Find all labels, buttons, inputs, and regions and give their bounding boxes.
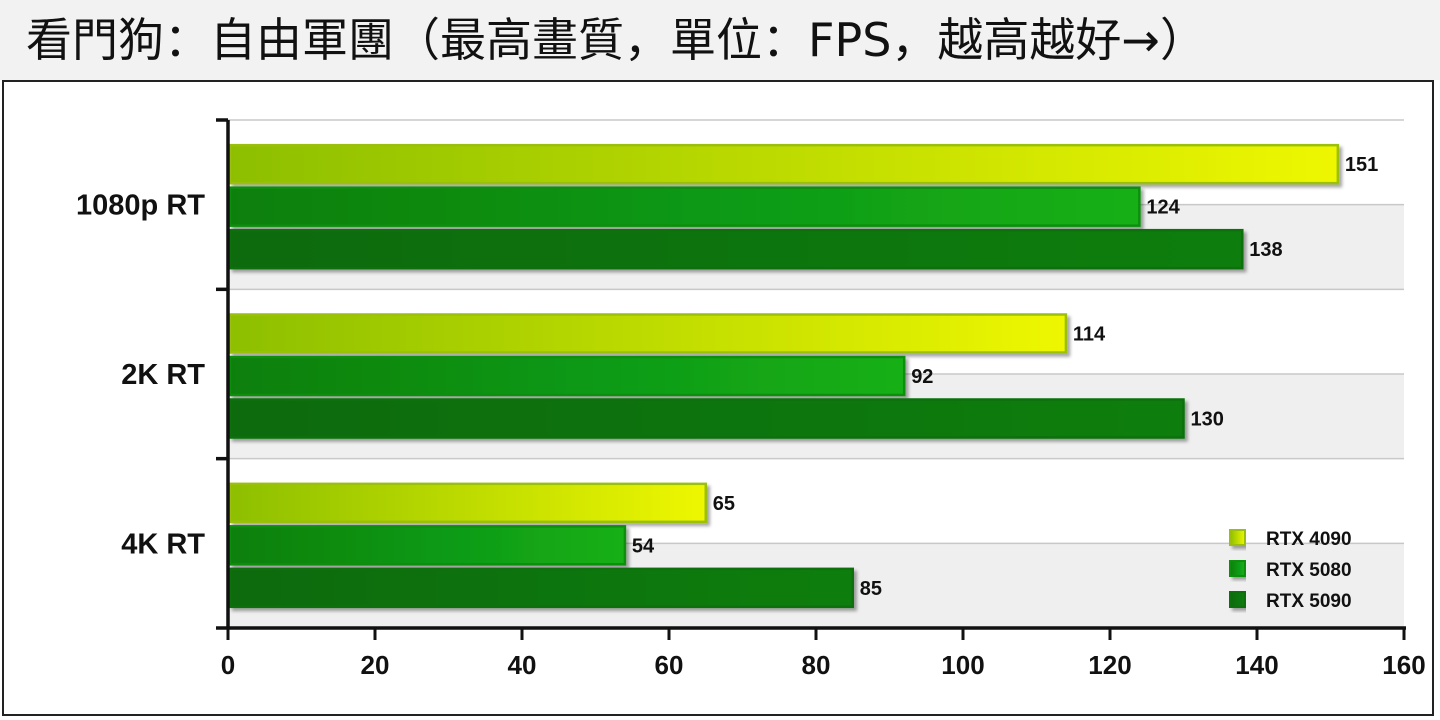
legend-swatch bbox=[1229, 529, 1246, 546]
bar-rtx-4090-4k-rt bbox=[228, 482, 707, 524]
data-label: 54 bbox=[632, 535, 655, 557]
x-tick-label: 100 bbox=[941, 650, 984, 680]
data-label: 85 bbox=[860, 578, 882, 600]
data-label: 151 bbox=[1345, 154, 1378, 176]
bar-rtx-5080-2k-rt bbox=[228, 355, 906, 397]
x-tick-label: 160 bbox=[1382, 650, 1425, 680]
bar-rtx-5090-4k-rt bbox=[228, 567, 854, 609]
x-tick-label: 80 bbox=[802, 650, 831, 680]
data-label: 138 bbox=[1249, 239, 1282, 261]
category-label: 2K RT bbox=[121, 359, 205, 391]
legend-label: RTX 4090 bbox=[1266, 529, 1352, 550]
legend-label: RTX 5080 bbox=[1266, 560, 1352, 581]
chart-title: 看門狗：自由軍團（最高畫質，單位：FPS，越高越好→） bbox=[26, 13, 1206, 67]
bar-rtx-5080-4k-rt bbox=[228, 525, 627, 566]
bar-rtx-5080-1080p-rt bbox=[228, 186, 1141, 227]
x-tick-label: 0 bbox=[221, 650, 235, 680]
data-label: 65 bbox=[713, 493, 735, 515]
x-tick-label: 20 bbox=[361, 650, 390, 680]
legend-swatch bbox=[1229, 560, 1246, 577]
bar-rtx-4090-1080p-rt bbox=[228, 143, 1340, 185]
x-tick-label: 120 bbox=[1088, 650, 1131, 680]
title-bar bbox=[0, 0, 1440, 80]
x-tick-label: 140 bbox=[1235, 650, 1278, 680]
category-label: 4K RT bbox=[121, 528, 205, 560]
bar-rtx-5090-1080p-rt bbox=[228, 228, 1244, 270]
category-label: 1080p RT bbox=[76, 190, 205, 222]
data-label: 114 bbox=[1073, 324, 1106, 346]
x-tick-label: 40 bbox=[508, 650, 537, 680]
legend-swatch bbox=[1229, 591, 1246, 608]
legend-label: RTX 5090 bbox=[1266, 591, 1352, 612]
data-label: 124 bbox=[1146, 197, 1180, 219]
bar-rtx-5090-2k-rt bbox=[228, 398, 1185, 439]
data-label: 92 bbox=[911, 366, 933, 388]
data-label: 130 bbox=[1191, 409, 1224, 431]
bar-rtx-4090-2k-rt bbox=[228, 313, 1068, 354]
x-tick-label: 60 bbox=[655, 650, 684, 680]
